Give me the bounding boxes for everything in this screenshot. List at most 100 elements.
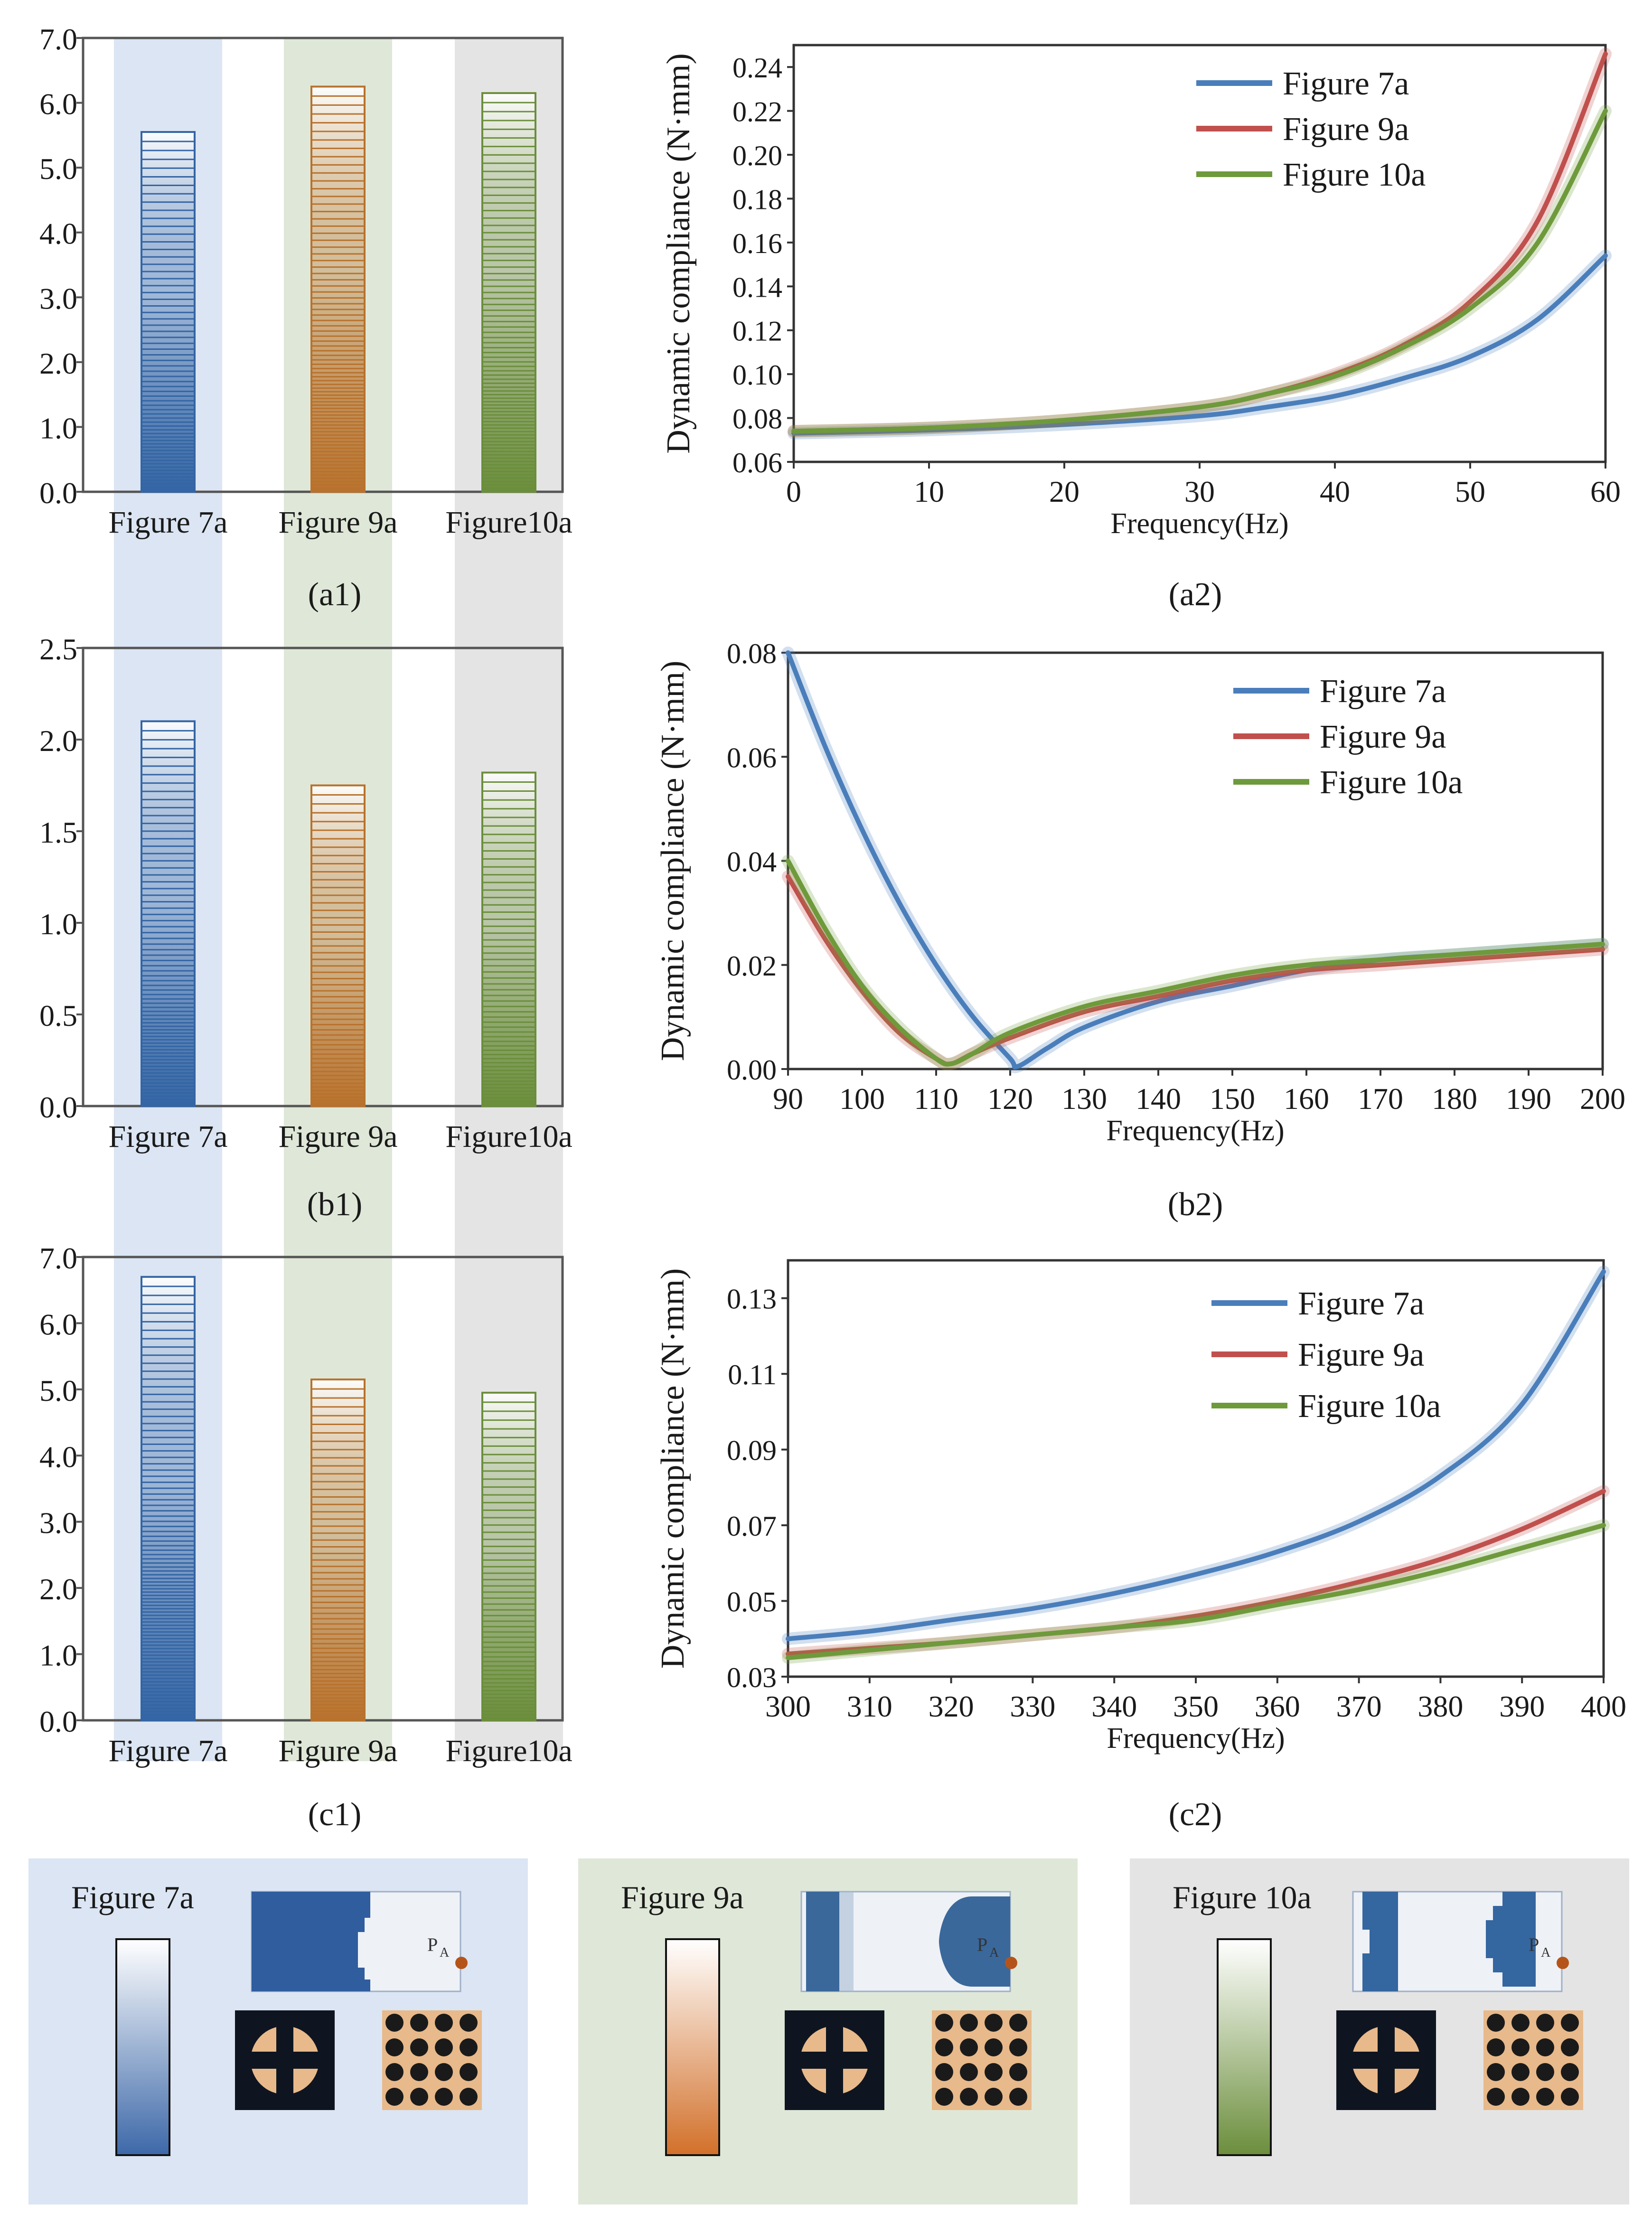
y-tick-label: 7.0 xyxy=(39,1241,77,1275)
x-tick-label: 90 xyxy=(773,1082,803,1116)
series-line xyxy=(791,253,1608,436)
lattice-cell xyxy=(1009,2063,1027,2081)
series-line xyxy=(791,108,1608,434)
series-line xyxy=(786,1269,1606,1642)
lattice-cell xyxy=(960,2014,978,2032)
point-label: P xyxy=(977,1934,987,1955)
lattice-cell xyxy=(935,2063,953,2081)
x-category-label: Figure10a xyxy=(445,505,573,540)
series-line xyxy=(791,51,1608,434)
y-tick-label: 5.0 xyxy=(39,1374,77,1407)
design-panel: Figure 7a P A xyxy=(28,1858,528,2205)
material-shape xyxy=(1362,1892,1398,1991)
y-tick-label: 0.0 xyxy=(39,1090,77,1124)
subfigure-label: (b2) xyxy=(1168,1186,1223,1223)
y-tick-label: 0.07 xyxy=(727,1511,777,1542)
lattice-cell xyxy=(960,2088,978,2106)
panel-title: Figure 7a xyxy=(71,1879,194,1915)
x-tick-label: 350 xyxy=(1173,1689,1219,1723)
y-axis-label: Dynamic compliance (N·mm) xyxy=(660,53,697,454)
lattice-cell xyxy=(960,2038,978,2056)
unit-cell-strut xyxy=(789,2052,880,2069)
lattice-cell xyxy=(460,2014,478,2032)
lattice-cell xyxy=(1511,2014,1530,2032)
x-tick-label: 150 xyxy=(1210,1082,1255,1116)
x-category-label: Figure10a xyxy=(445,1119,573,1154)
y-tick-label: 4.0 xyxy=(39,217,77,251)
y-tick-label: 1.0 xyxy=(39,411,77,445)
y-tick-label: 0.05 xyxy=(727,1586,777,1618)
x-tick-label: 20 xyxy=(1049,475,1079,508)
y-tick-label: 0.08 xyxy=(727,638,777,669)
y-tick-label: 0.00 xyxy=(727,1054,777,1086)
x-tick-label: 180 xyxy=(1432,1082,1477,1116)
lattice-cell xyxy=(1561,2088,1579,2106)
lattice-cell xyxy=(435,2014,453,2032)
line-chart-b2: 90 100 110 120 130 140 150 160 170 180 190 200 0.00 0… xyxy=(655,638,1625,1147)
legend-label: Figure 10a xyxy=(1320,764,1463,801)
y-tick-label: 6.0 xyxy=(39,87,77,121)
lattice-cell xyxy=(385,2038,404,2056)
y-tick-label: 3.0 xyxy=(39,1506,77,1540)
x-category-label: Figure10a xyxy=(445,1734,573,1768)
line-chart-a2: 0 10 20 30 40 50 60 0.06 0.08 0.10 0.12 0.14 0.16 0.1… xyxy=(660,44,1621,540)
y-tick-label: 2.0 xyxy=(39,724,77,758)
load-point xyxy=(1005,1957,1017,1969)
subfigure-label: (a2) xyxy=(1169,576,1222,613)
subfigure-label: (c1) xyxy=(308,1796,362,1833)
point-subscript: A xyxy=(1541,1945,1551,1960)
bar xyxy=(481,1391,536,1722)
series-line xyxy=(786,874,1605,1067)
y-tick-label: 4.0 xyxy=(39,1440,77,1473)
y-tick-label: 5.0 xyxy=(39,152,77,186)
lattice-cell xyxy=(410,2088,428,2106)
y-tick-label: 0.03 xyxy=(727,1662,777,1693)
y-tick-label: 2.5 xyxy=(39,632,77,666)
x-tick-label: 330 xyxy=(1010,1689,1055,1723)
y-tick-label: 0.24 xyxy=(732,52,782,84)
series-line xyxy=(786,858,1605,1067)
x-category-label: Figure 9a xyxy=(278,1734,397,1768)
y-tick-label: 0.12 xyxy=(732,316,782,347)
x-tick-label: 380 xyxy=(1417,1689,1463,1723)
y-tick-label: 0.08 xyxy=(732,403,782,435)
series-line xyxy=(786,1523,1606,1661)
x-tick-label: 400 xyxy=(1581,1689,1626,1723)
material-shape xyxy=(939,1896,1010,1987)
plot-frame xyxy=(787,651,1604,1070)
plot-frame xyxy=(792,44,1607,463)
lattice-cell xyxy=(435,2063,453,2081)
subfigure-label: (b1) xyxy=(307,1186,363,1223)
series-line xyxy=(786,650,1605,1070)
lattice-cell xyxy=(1487,2014,1505,2032)
y-tick-label: 1.0 xyxy=(39,907,77,941)
lattice-cell xyxy=(1536,2014,1554,2032)
x-tick-label: 320 xyxy=(929,1689,974,1723)
load-point xyxy=(1557,1957,1569,1969)
legend-label: Figure 7a xyxy=(1298,1285,1424,1322)
lattice-cell xyxy=(385,2088,404,2106)
y-axis-label: Dynamic compliance (N·mm) xyxy=(655,1268,691,1669)
x-tick-label: 160 xyxy=(1284,1082,1329,1116)
unit-cell-strut xyxy=(1341,2052,1431,2069)
lattice-cell xyxy=(410,2038,428,2056)
lattice-cell xyxy=(1009,2038,1027,2056)
point-label: P xyxy=(1529,1934,1539,1955)
x-category-label: Figure 7a xyxy=(108,1734,227,1768)
y-tick-label: 0.10 xyxy=(732,359,782,391)
x-tick-label: 0 xyxy=(786,475,801,508)
y-tick-label: 3.0 xyxy=(39,281,77,315)
lattice-cell xyxy=(460,2063,478,2081)
y-tick-label: 0.14 xyxy=(732,272,782,303)
lattice-cell xyxy=(410,2063,428,2081)
x-tick-label: 310 xyxy=(847,1689,892,1723)
x-tick-label: 120 xyxy=(987,1082,1033,1116)
y-tick-label: 2.0 xyxy=(39,347,77,380)
x-tick-label: 140 xyxy=(1136,1082,1181,1116)
y-tick-label: 0.22 xyxy=(732,96,782,128)
y-tick-label: 7.0 xyxy=(39,22,77,56)
lattice-cell xyxy=(435,2088,453,2106)
x-tick-label: 130 xyxy=(1061,1082,1107,1116)
lattice-cell xyxy=(1009,2014,1027,2032)
